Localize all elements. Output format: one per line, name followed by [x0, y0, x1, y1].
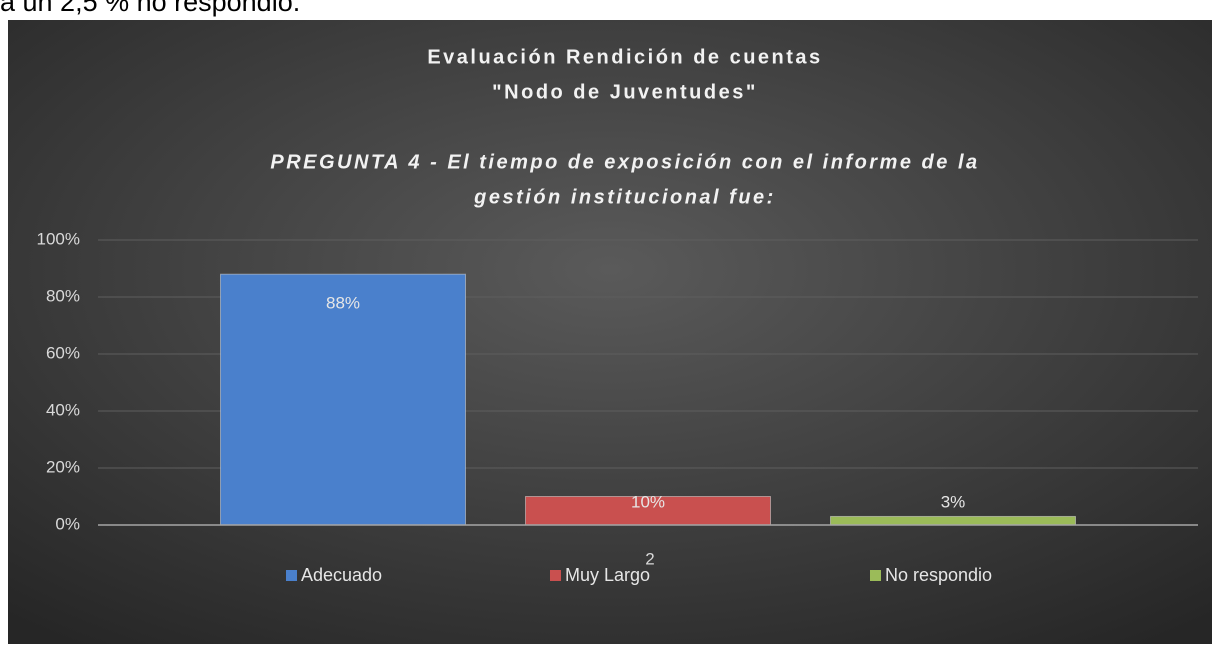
chart-title: "Nodo de Juventudes": [492, 81, 758, 103]
data-label: 3%: [941, 492, 966, 511]
y-tick-label: 60%: [46, 343, 80, 362]
data-label: 10%: [631, 492, 665, 511]
x-tick-label: 2: [645, 549, 654, 568]
legend-swatch: [870, 570, 881, 581]
legend-label: Adecuado: [301, 565, 382, 585]
document-text: a un 2,5 % no respondio.: [0, 0, 300, 17]
chart-subtitle: PREGUNTA 4 - El tiempo de exposición con…: [270, 151, 979, 173]
legend-swatch: [286, 570, 297, 581]
legend-swatch: [550, 570, 561, 581]
chart-title: Evaluación Rendición de cuentas: [427, 46, 822, 68]
legend-label: Muy Largo: [565, 565, 650, 585]
bar: [830, 515, 1076, 526]
y-tick-label: 20%: [46, 457, 80, 476]
chart-subtitle: gestión institucional fue:: [473, 186, 776, 208]
y-tick-label: 40%: [46, 400, 80, 419]
y-tick-label: 100%: [37, 229, 80, 248]
data-label: 88%: [326, 294, 360, 313]
legend-label: No respondio: [885, 565, 992, 585]
y-tick-label: 0%: [55, 514, 80, 533]
bar: [220, 273, 466, 526]
chart-background: [8, 20, 1212, 644]
y-tick-label: 80%: [46, 286, 80, 305]
